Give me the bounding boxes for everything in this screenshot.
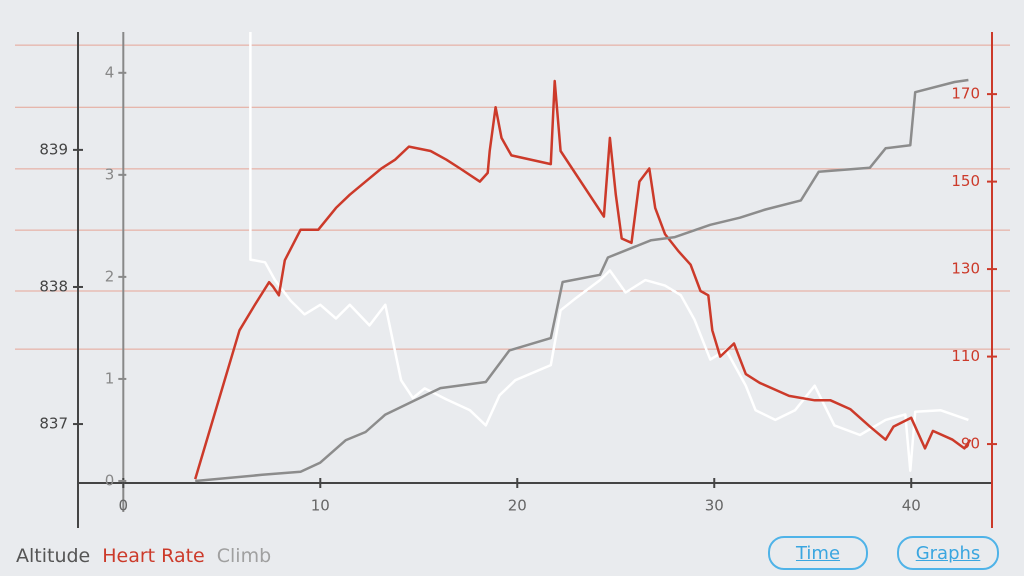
legend-entry: Heart Rate xyxy=(102,545,205,567)
legend-entry: Altitude xyxy=(16,545,91,567)
heart-rate-tick-label: 170 xyxy=(951,85,980,103)
x-tick-label: 30 xyxy=(705,497,724,515)
chart: 0 10 20 30 40 837 838 839 0 1 2 3 4 90 110 130 150 170 xyxy=(15,32,1010,528)
series-line xyxy=(249,32,969,472)
heart-rate-tick-label: 90 xyxy=(961,435,980,453)
series-line xyxy=(195,78,969,483)
climb-tick-label: 1 xyxy=(105,369,115,387)
x-tick-label: 40 xyxy=(902,497,921,515)
altitude-tick-label: 839 xyxy=(39,140,68,158)
climb-tick-label: 3 xyxy=(105,165,115,183)
climb-tick-label: 0 xyxy=(105,471,115,489)
legend-entry: Climb xyxy=(216,545,272,567)
legend: Altitude Heart Rate Climb xyxy=(16,545,283,567)
heart-rate-tick-label: 130 xyxy=(951,260,980,278)
climb-tick-label: 2 xyxy=(105,267,115,285)
climb-tick-label: 4 xyxy=(105,63,115,81)
altitude-tick-label: 838 xyxy=(39,277,68,295)
time-button[interactable]: Time xyxy=(768,536,868,570)
x-tick-label: 0 xyxy=(119,497,129,515)
altitude-tick-label: 837 xyxy=(39,415,68,433)
graphs-button[interactable]: Graphs xyxy=(897,536,999,570)
series-line xyxy=(194,79,972,480)
x-tick-label: 10 xyxy=(311,497,330,515)
heart-rate-tick-label: 150 xyxy=(951,172,980,190)
heart-rate-tick-label: 110 xyxy=(951,347,980,365)
x-tick-label: 20 xyxy=(508,497,527,515)
